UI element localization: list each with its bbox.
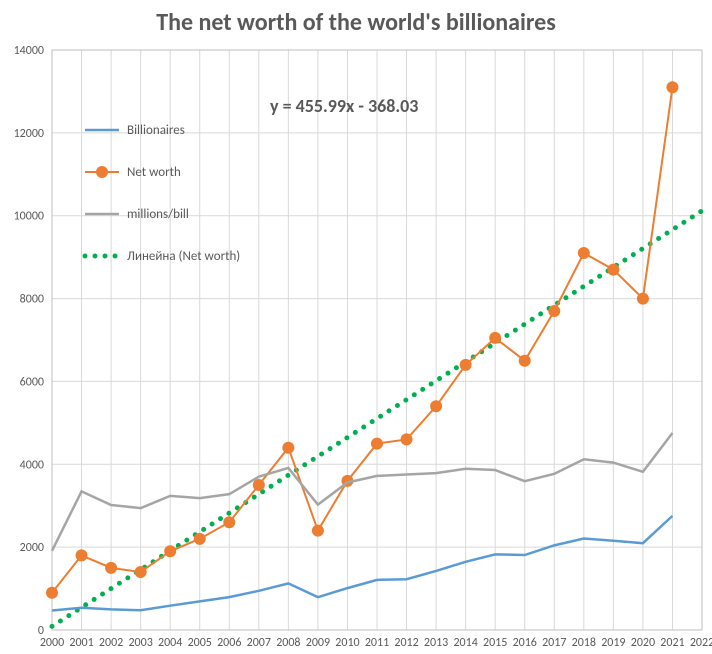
x-axis-label: 2006	[217, 636, 241, 650]
x-axis-label: 2001	[69, 636, 93, 650]
chart-title: The net worth of the world's billionaire…	[0, 8, 712, 37]
marker	[607, 264, 619, 276]
y-axis-label: 8000	[20, 293, 44, 307]
marker	[223, 516, 235, 528]
x-axis-label: 2011	[365, 636, 389, 650]
x-axis-label: 2016	[513, 636, 537, 650]
marker	[253, 479, 265, 491]
marker	[666, 81, 678, 93]
marker	[46, 587, 58, 599]
legend-label: Net worth	[127, 165, 181, 180]
marker	[578, 247, 590, 259]
marker	[460, 359, 472, 371]
y-axis-label: 10000	[14, 210, 44, 224]
x-axis-label: 2014	[453, 636, 477, 650]
x-axis-label: 2021	[660, 636, 684, 650]
x-axis-label: 2005	[188, 636, 212, 650]
x-axis-label: 2012	[394, 636, 418, 650]
x-axis-label: 2019	[601, 636, 625, 650]
marker	[401, 433, 413, 445]
legend-label: millions/bill	[127, 207, 189, 222]
x-axis-label: 2017	[542, 636, 566, 650]
chart-container: The net worth of the world's billionaire…	[0, 0, 712, 654]
marker	[371, 438, 383, 450]
marker	[164, 545, 176, 557]
marker	[489, 332, 501, 344]
x-axis-label: 2004	[158, 636, 182, 650]
y-axis-label: 2000	[20, 541, 44, 555]
x-axis-label: 2010	[335, 636, 359, 650]
y-axis-label: 4000	[20, 458, 44, 472]
series-Billionaires	[52, 516, 672, 611]
y-axis-label: 6000	[20, 375, 44, 389]
marker	[519, 355, 531, 367]
series-millions/bill	[52, 433, 672, 551]
x-axis-label: 2022	[690, 636, 712, 650]
marker	[105, 562, 117, 574]
x-axis-label: 2009	[306, 636, 330, 650]
marker	[282, 442, 294, 454]
legend-marker	[96, 166, 108, 178]
series-Net worth	[52, 87, 672, 593]
x-axis-label: 2000	[40, 636, 64, 650]
x-axis-label: 2020	[631, 636, 655, 650]
x-axis-label: 2008	[276, 636, 300, 650]
marker	[430, 400, 442, 412]
x-axis-label: 2003	[128, 636, 152, 650]
marker	[76, 549, 88, 561]
marker	[548, 305, 560, 317]
x-axis-label: 2013	[424, 636, 448, 650]
trend-equation: y = 455.99x - 368.03	[270, 95, 418, 117]
x-axis-label: 2018	[572, 636, 596, 650]
legend-label: Линейна (Net worth)	[127, 249, 240, 264]
marker	[312, 525, 324, 537]
marker	[135, 566, 147, 578]
y-axis-label: 14000	[14, 44, 44, 58]
x-axis-label: 2002	[99, 636, 123, 650]
x-axis-label: 2015	[483, 636, 507, 650]
marker	[637, 293, 649, 305]
x-axis-label: 2007	[247, 636, 271, 650]
legend-label: Billionaires	[127, 123, 185, 138]
marker	[194, 533, 206, 545]
y-axis-label: 12000	[14, 127, 44, 141]
